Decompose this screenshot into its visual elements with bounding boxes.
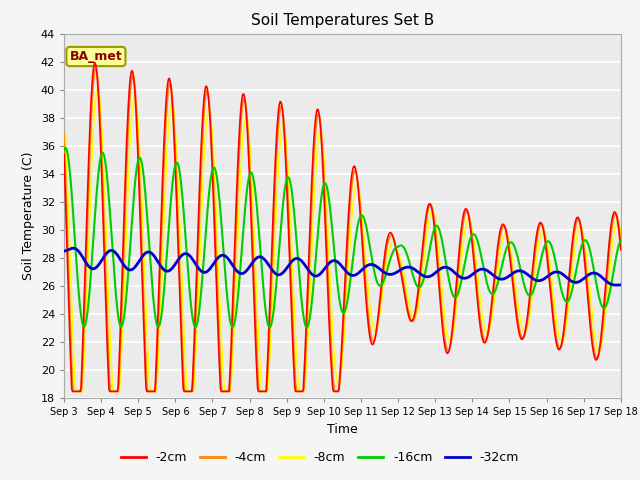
Title: Soil Temperatures Set B: Soil Temperatures Set B [251, 13, 434, 28]
Text: BA_met: BA_met [70, 50, 122, 63]
Legend: -2cm, -4cm, -8cm, -16cm, -32cm: -2cm, -4cm, -8cm, -16cm, -32cm [116, 446, 524, 469]
Y-axis label: Soil Temperature (C): Soil Temperature (C) [22, 152, 35, 280]
X-axis label: Time: Time [327, 423, 358, 436]
